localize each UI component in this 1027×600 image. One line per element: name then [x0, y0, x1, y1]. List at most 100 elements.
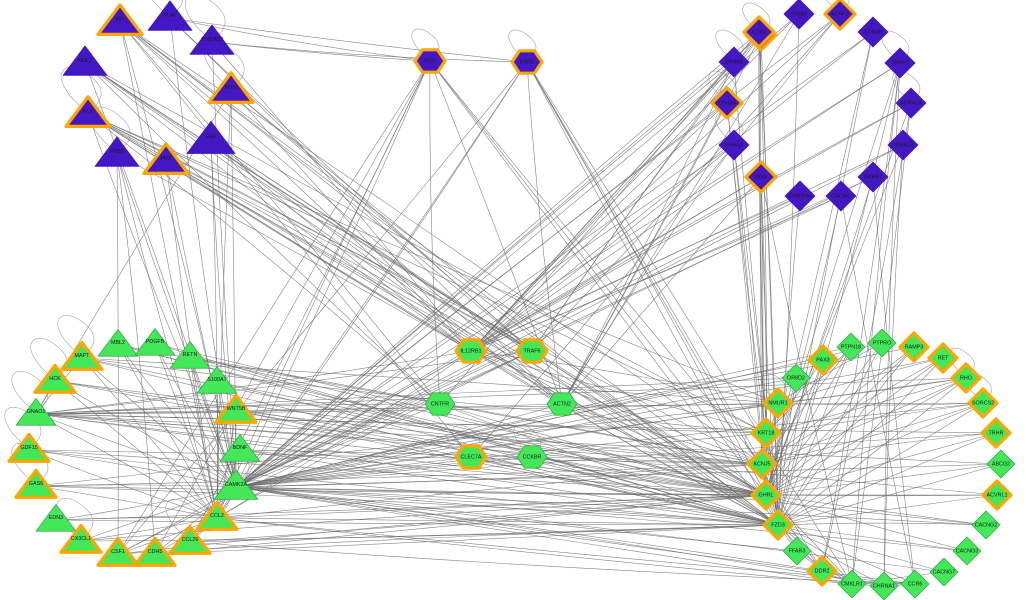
graph-node-sorcs2[interactable]: SORCS2	[967, 387, 999, 419]
diamond-node-shape[interactable]	[718, 46, 750, 78]
graph-node-scn3b[interactable]: SCN3B	[857, 16, 889, 48]
graph-node-cacng[interactable]: CACNG	[825, 180, 857, 212]
diamond-node-shape[interactable]	[900, 569, 930, 599]
graph-node-s100a12[interactable]: S100A12	[189, 24, 235, 55]
triangle-node-shape[interactable]	[7, 432, 51, 463]
graph-node-csf1[interactable]: CSF1	[96, 536, 140, 567]
diamond-node-shape[interactable]	[783, 0, 815, 30]
graph-node-epha3[interactable]: EPHA3	[718, 129, 750, 161]
triangle-node-shape[interactable]	[186, 120, 236, 154]
triangle-node-shape[interactable]	[147, 0, 193, 31]
graph-node-klrf2[interactable]: KLRF2	[823, 0, 857, 31]
diamond-node-shape[interactable]	[867, 328, 897, 358]
triangle-node-shape[interactable]	[219, 434, 261, 462]
graph-node-clec7a[interactable]: CLEC7A	[454, 444, 488, 470]
triangle-node-shape[interactable]	[169, 341, 211, 369]
triangle-node-shape[interactable]	[168, 524, 212, 555]
graph-node-esr2[interactable]: ESR2	[510, 49, 544, 75]
graph-node-mif[interactable]: MIF	[96, 3, 144, 36]
graph-node-ffar3[interactable]: FFAR3	[782, 536, 812, 566]
graph-node-ddr2[interactable]: DDR2	[806, 555, 838, 587]
triangle-node-shape[interactable]	[142, 142, 190, 175]
diamond-node-shape[interactable]	[887, 129, 919, 161]
graph-node-wnt5b[interactable]: WNT5B	[214, 393, 258, 424]
graph-node-ccr6[interactable]: CCR6	[900, 569, 930, 599]
graph-node-abcg2[interactable]: ABCG2	[986, 449, 1016, 479]
graph-node-ptpro[interactable]: PTPRO	[867, 328, 897, 358]
graph-node-cdh5[interactable]: CDH5	[133, 536, 177, 567]
graph-node-ghrl[interactable]: GHRL	[750, 479, 782, 511]
diamond-node-shape[interactable]	[718, 129, 750, 161]
graph-node-pax3[interactable]: PAX3	[807, 344, 839, 376]
diamond-node-shape[interactable]	[836, 332, 866, 362]
graph-node-nmur1[interactable]: NMUR1	[762, 387, 794, 419]
hexagon-node-shape[interactable]	[413, 48, 447, 74]
graph-node-cacng2[interactable]: CACNG2	[971, 510, 1001, 540]
diamond-node-shape[interactable]	[967, 387, 999, 419]
graph-node-or8d2[interactable]: OR8D2	[781, 363, 811, 393]
graph-node-il12rb1[interactable]: IL12RB1	[454, 338, 488, 364]
graph-node-cckbr[interactable]: CCKBR	[516, 445, 548, 469]
triangle-node-shape[interactable]	[96, 536, 140, 567]
graph-node-edn3[interactable]: EDN3	[35, 504, 77, 532]
graph-node-bdnf[interactable]: BDNF	[219, 434, 261, 462]
graph-node-ramp3[interactable]: RAMP3	[898, 331, 930, 363]
graph-node-pdgfb[interactable]: PDGFB	[134, 328, 176, 356]
triangle-node-shape[interactable]	[133, 536, 177, 567]
hexagon-node-shape[interactable]	[510, 49, 544, 75]
triangle-node-shape[interactable]	[134, 328, 176, 356]
graph-node-gdf15[interactable]: GDF15	[7, 432, 51, 463]
triangle-node-shape[interactable]	[207, 71, 255, 104]
graph-node-adra1a[interactable]: ADRA1A	[895, 87, 927, 119]
diamond-node-shape[interactable]	[950, 362, 982, 394]
graph-node-traf6[interactable]: TRAF6	[515, 338, 549, 364]
graph-node-rho[interactable]: RHO	[950, 362, 982, 394]
diamond-node-shape[interactable]	[869, 571, 899, 600]
diamond-node-shape[interactable]	[746, 448, 778, 480]
triangle-node-shape[interactable]	[59, 523, 103, 554]
graph-node-ngl1[interactable]: NGL1	[62, 45, 108, 76]
graph-node-fzd3[interactable]: FZD3	[762, 509, 794, 541]
hexagon-node-shape[interactable]	[424, 392, 456, 416]
graph-node-ccl2[interactable]: CCL2	[195, 500, 239, 531]
graph-node-epha4[interactable]: EPHA4	[710, 86, 744, 120]
diamond-node-shape[interactable]	[762, 387, 794, 419]
graph-node-s100a7[interactable]: S100A7	[196, 366, 238, 394]
graph-node-mtn[interactable]: MTN	[207, 71, 255, 104]
triangle-node-shape[interactable]	[213, 469, 259, 500]
triangle-node-shape[interactable]	[35, 504, 77, 532]
graph-node-amhr2[interactable]: AMHR2	[857, 161, 889, 193]
triangle-node-shape[interactable]	[64, 95, 112, 128]
triangle-node-shape[interactable]	[96, 3, 144, 36]
diamond-node-shape[interactable]	[825, 180, 857, 212]
graph-node-retn[interactable]: RETN	[169, 341, 211, 369]
diamond-node-shape[interactable]	[981, 479, 1013, 511]
diamond-node-shape[interactable]	[782, 536, 812, 566]
triangle-node-shape[interactable]	[33, 363, 77, 394]
graph-node-fnb1[interactable]: FNB1	[94, 136, 140, 167]
diamond-node-shape[interactable]	[750, 417, 782, 449]
diamond-node-shape[interactable]	[857, 16, 889, 48]
diamond-node-shape[interactable]	[971, 510, 1001, 540]
graph-node-actn2[interactable]: ACTN2	[546, 392, 578, 416]
diamond-node-shape[interactable]	[781, 363, 811, 393]
graph-node-cacng7[interactable]: CACNG7	[929, 557, 959, 587]
diamond-node-shape[interactable]	[762, 509, 794, 541]
diamond-node-shape[interactable]	[807, 344, 839, 376]
graph-node-trpv1[interactable]: TRPV1	[884, 47, 916, 79]
graph-node-adra1b[interactable]: ADRA1B	[887, 129, 919, 161]
graph-node-gas6[interactable]: GAS6	[14, 468, 58, 499]
diamond-node-shape[interactable]	[895, 87, 927, 119]
diamond-node-shape[interactable]	[744, 160, 778, 194]
graph-node-prx[interactable]: PRX	[142, 142, 190, 175]
graph-node-fgf[interactable]: FGF	[186, 120, 236, 154]
graph-node-mapt[interactable]: MAPT	[60, 340, 104, 371]
triangle-node-shape[interactable]	[94, 136, 140, 167]
graph-node-epha5[interactable]: EPHA5	[718, 46, 750, 78]
graph-node-cacng3[interactable]: CACNG3	[952, 536, 982, 566]
diamond-node-shape[interactable]	[986, 449, 1016, 479]
diamond-node-shape[interactable]	[823, 0, 857, 31]
graph-node-kcnj5[interactable]: KCNJ5	[746, 448, 778, 480]
diamond-node-shape[interactable]	[742, 15, 776, 49]
